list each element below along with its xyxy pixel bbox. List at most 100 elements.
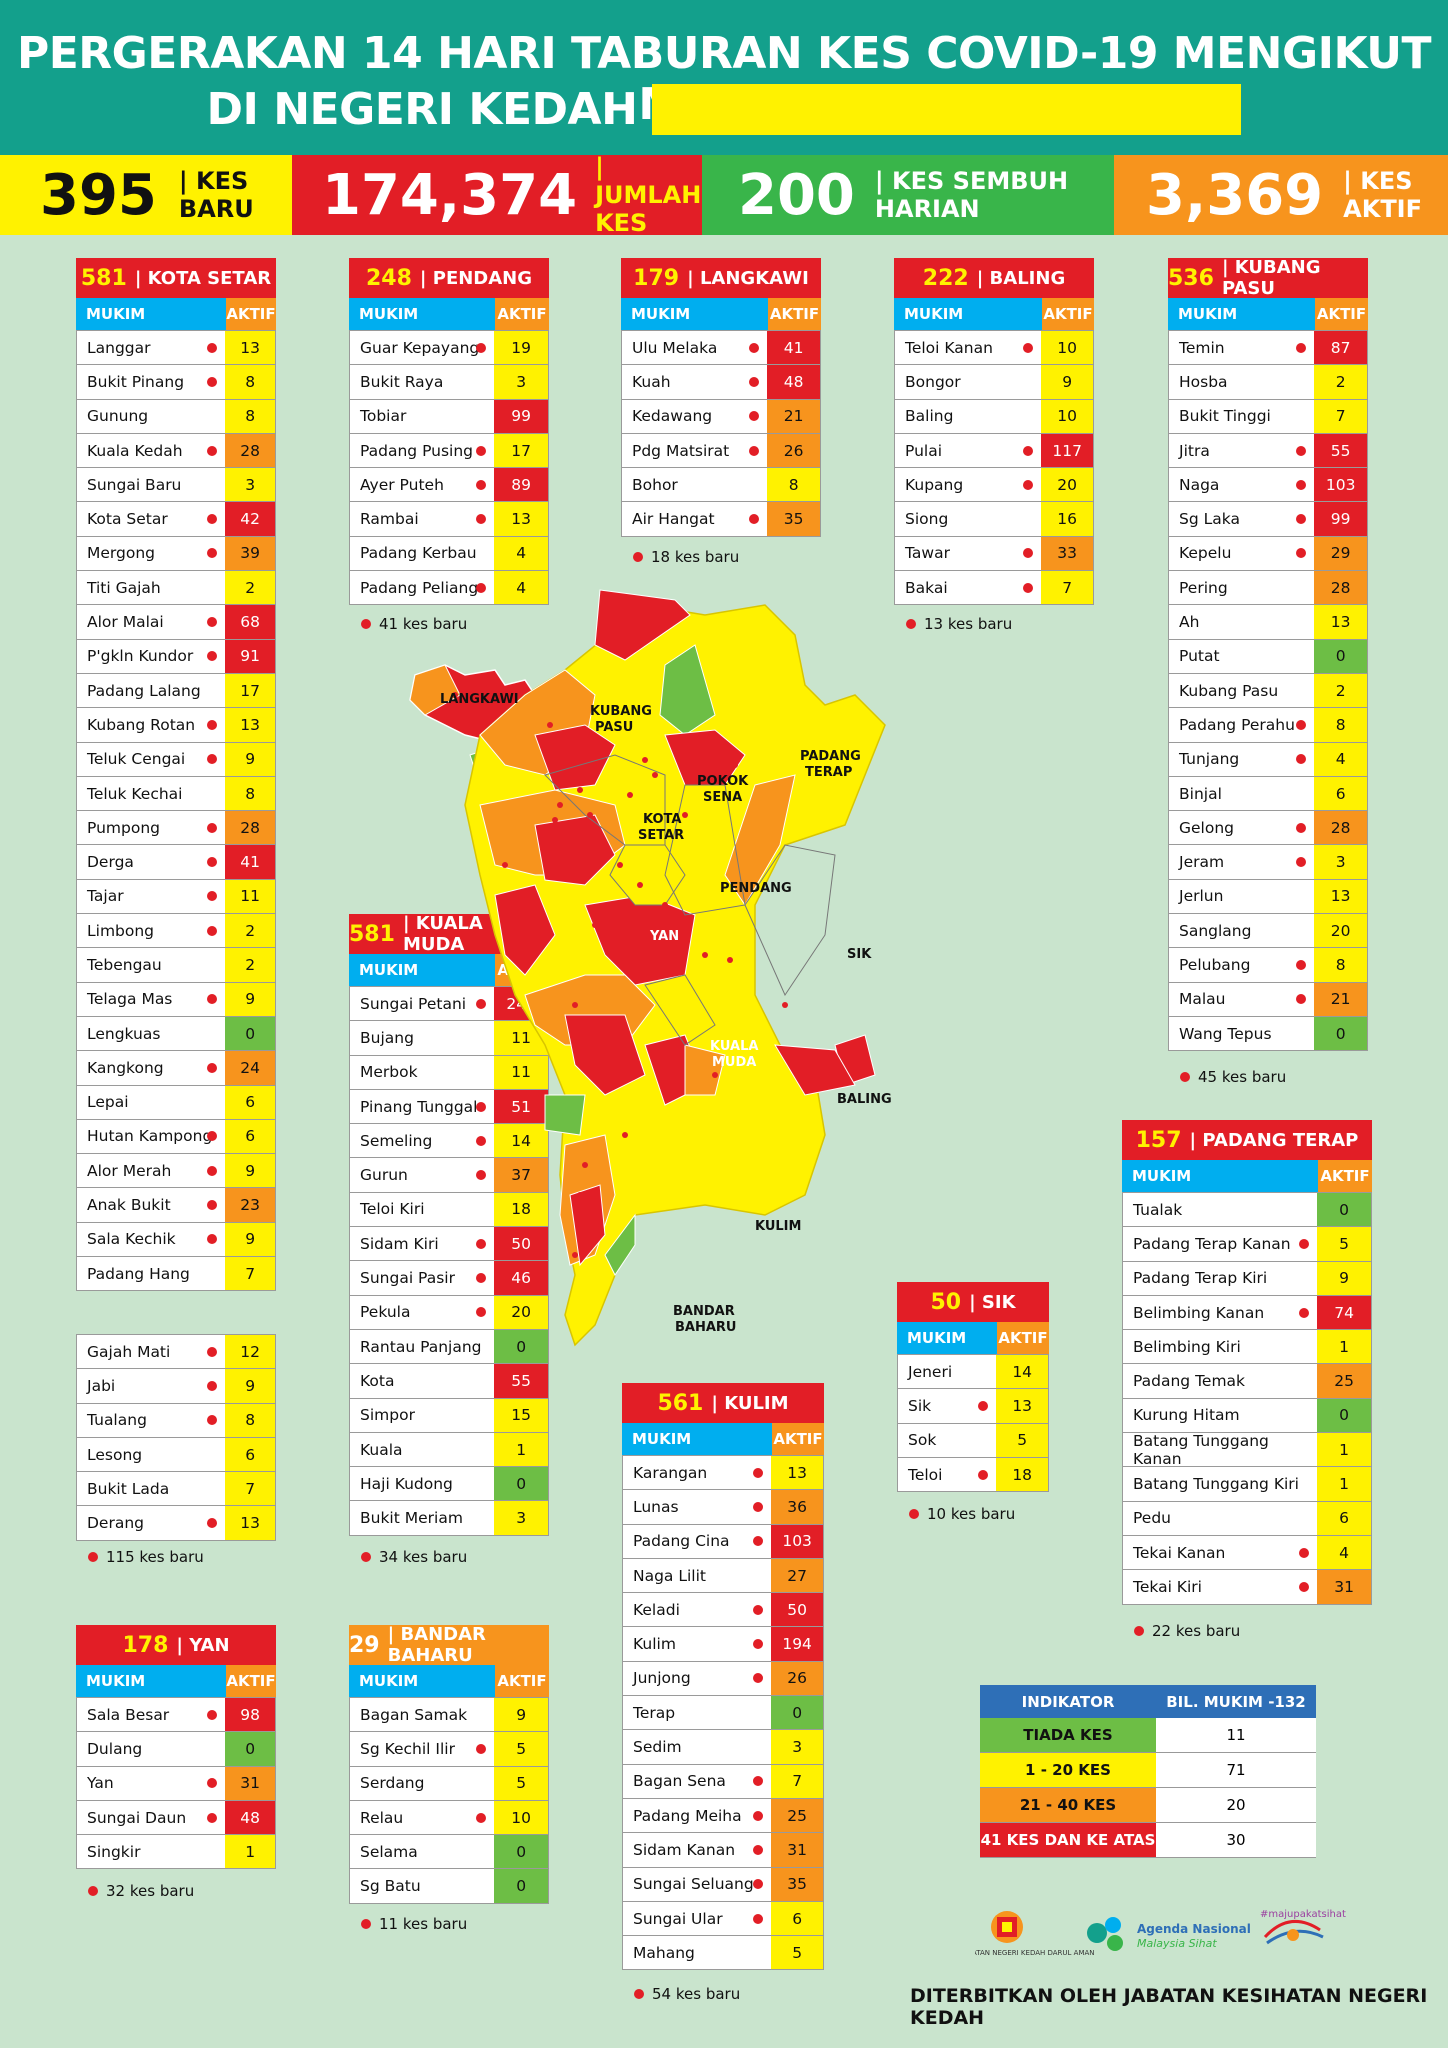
mukim-name: Pekula xyxy=(349,1295,495,1329)
table-row: Gajah Mati 12 xyxy=(76,1335,276,1370)
mukim-name: Bukit Meriam xyxy=(349,1501,495,1535)
aktif-value: 48 xyxy=(225,1800,276,1835)
table-row: Sg Laka 99 xyxy=(1168,502,1368,537)
mukim-name: Mahang xyxy=(622,1936,772,1970)
mukim-name: Serdang xyxy=(349,1766,495,1800)
aktif-value: 20 xyxy=(494,1295,549,1329)
col-mukim: MUKIM xyxy=(76,1665,226,1697)
new-cases-note: 54 kes baru xyxy=(634,1985,740,2003)
mukim-name: Kubang Pasu xyxy=(1168,673,1315,708)
aktif-value: 9 xyxy=(225,982,276,1016)
new-cases-note: 18 kes baru xyxy=(633,548,739,566)
district-name: | YAN xyxy=(176,1634,230,1656)
table-row: Malau 21 xyxy=(1168,982,1368,1017)
table-row: Sungai Baru 3 xyxy=(76,468,276,503)
table-row: Padang Perahu 8 xyxy=(1168,708,1368,743)
aktif-value: 8 xyxy=(225,365,276,399)
aktif-value: 15 xyxy=(494,1398,549,1432)
aktif-value: 89 xyxy=(494,468,549,502)
new-case-dot-icon xyxy=(207,1346,218,1357)
new-case-dot-icon xyxy=(476,1170,487,1181)
mukim-name: Anak Bukit xyxy=(76,1188,226,1222)
mukim-name: Bohor xyxy=(621,468,768,502)
aktif-value: 3 xyxy=(494,365,549,399)
mukim-name: Teloi xyxy=(897,1457,997,1492)
aktif-value: 8 xyxy=(1314,708,1368,742)
table-row: Sungai Petani249 xyxy=(349,987,549,1022)
aktif-value: 6 xyxy=(225,1119,276,1154)
mukim-name: Ayer Puteh xyxy=(349,468,495,502)
new-cases-note: 34 kes baru xyxy=(361,1548,467,1566)
table-body: Langgar 13 Bukit Pinang 8 Gunung 8 Kuala Kedah… xyxy=(76,330,276,1292)
aktif-value: 13 xyxy=(225,331,276,365)
new-case-dot-icon xyxy=(749,514,760,525)
page-header: PERGERAKAN 14 HARI TABURAN KES COVID-19 … xyxy=(0,0,1448,155)
new-case-dot-icon xyxy=(1296,719,1307,730)
table-row: Belimbing Kanan 74 xyxy=(1122,1295,1372,1331)
table-row: Kupang 20 xyxy=(894,468,1094,503)
kmk-logo-icon: #majupakatsihat xyxy=(1260,1909,1346,1945)
table-row: Tobiar 99 xyxy=(349,399,549,434)
district-table-baling: 222 | BALING MUKIM AKTIF Teloi Kanan 10 Bongor… xyxy=(894,258,1094,606)
new-case-dot-icon xyxy=(749,411,760,422)
legend-count: 71 xyxy=(1156,1753,1316,1787)
district-header: 29 | BANDAR BAHARU xyxy=(349,1624,549,1666)
table-row: Limbong 2 xyxy=(76,914,276,949)
aktif-value: 91 xyxy=(225,639,276,673)
table-row: Ah 13 xyxy=(1168,605,1368,640)
aktif-value: 1 xyxy=(1317,1433,1372,1467)
district-table-padang-terap: 157 | PADANG TERAP MUKIM AKTIF Tualak 0 Padang… xyxy=(1122,1120,1372,1605)
table-row: Jeneri 14 xyxy=(897,1355,1049,1390)
aktif-value: 13 xyxy=(225,708,276,742)
table-row: Air Hangat 35 xyxy=(621,502,821,537)
aktif-value: 18 xyxy=(996,1457,1049,1492)
mukim-name: Sidam Kiri xyxy=(349,1227,495,1261)
legend-row: 41 KES DAN KE ATAS 30 xyxy=(980,1823,1316,1858)
table-row: Pdg Matsirat 26 xyxy=(621,433,821,469)
stat-value: 395 xyxy=(40,162,157,228)
table-row: Gunung 8 xyxy=(76,399,276,434)
mukim-name: Kulim xyxy=(622,1627,772,1661)
new-case-dot-icon xyxy=(361,1552,371,1562)
table-row: Kuah 48 xyxy=(621,365,821,400)
aktif-value: 0 xyxy=(494,1467,549,1501)
table-row: Bukit Lada 7 xyxy=(76,1472,276,1507)
new-case-dot-icon xyxy=(476,582,487,593)
table-row: Kepelu 29 xyxy=(1168,536,1368,572)
new-case-dot-icon xyxy=(207,1415,218,1426)
new-case-dot-icon xyxy=(1299,1238,1310,1249)
table-row: Ulu Melaka 41 xyxy=(621,331,821,366)
district-header: 561 | KULIM xyxy=(622,1383,824,1423)
aktif-value: 10 xyxy=(494,1800,549,1835)
stat-kes-sembuh: 200 | KES SEMBUH HARIAN xyxy=(702,155,1114,235)
mukim-name: Pumpong xyxy=(76,811,226,845)
mukim-name: Selama xyxy=(349,1835,495,1869)
mukim-name: Tawar xyxy=(894,536,1042,571)
legend-count: 30 xyxy=(1156,1823,1316,1857)
mukim-name: Alor Malai xyxy=(76,605,226,639)
new-case-dot-icon xyxy=(1296,754,1307,765)
new-case-dot-icon xyxy=(1023,548,1034,559)
new-case-dot-icon xyxy=(1296,994,1307,1005)
mukim-name: Hosba xyxy=(1168,365,1315,399)
new-case-dot-icon xyxy=(753,1776,764,1787)
mukim-name: Sg Batu xyxy=(349,1869,495,1903)
new-case-dot-icon xyxy=(207,651,218,662)
new-case-dot-icon xyxy=(1023,582,1034,593)
map-label-pokok-sena-2: SENA xyxy=(703,790,742,805)
map-label-bandar-baharu: BANDAR xyxy=(673,1304,735,1319)
table-row: Hutan Kampong 6 xyxy=(76,1119,276,1155)
table-row: Tawar 33 xyxy=(894,536,1094,572)
aktif-value: 99 xyxy=(1314,502,1368,536)
legend-count: 20 xyxy=(1156,1788,1316,1822)
mukim-name: Gajah Mati xyxy=(76,1335,226,1369)
mukim-name: Teluk Cengai xyxy=(76,742,226,776)
aktif-value: 25 xyxy=(771,1798,824,1833)
stat-value: 174,374 xyxy=(322,162,578,228)
mukim-name: Padang Meiha xyxy=(622,1798,772,1833)
table-body: Teloi Kanan 10 Bongor 9 Baling 10 Pulai 117 Kupa… xyxy=(894,330,1094,606)
table-body: Guar Kepayang 19 Bukit Raya 3 Tobiar 99 Padang… xyxy=(349,330,549,606)
